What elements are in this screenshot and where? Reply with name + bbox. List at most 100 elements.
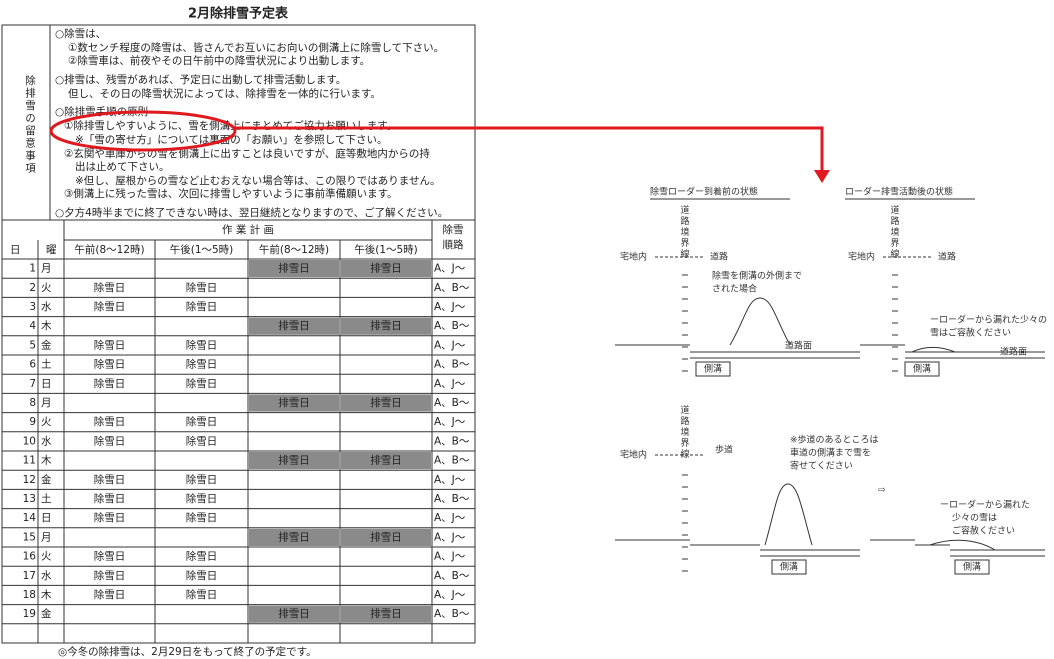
snow-day: 除雪日 — [94, 511, 126, 524]
haul-day: 排雪日 — [370, 454, 402, 467]
snow-day: 除雪日 — [94, 492, 126, 505]
haul-day: 排雪日 — [370, 396, 402, 409]
weekday: 水 — [41, 435, 52, 447]
weekday: 土 — [41, 492, 52, 505]
route: A、J〜 — [434, 589, 466, 601]
day: 4 — [29, 320, 36, 332]
haul-cell — [249, 260, 339, 278]
leftover-note: ーローダーから漏れた — [940, 499, 1030, 511]
day: 3 — [29, 301, 36, 313]
snow-day: 除雪日 — [94, 569, 126, 582]
pointer — [235, 126, 824, 172]
haul-cell — [341, 528, 431, 546]
leftover-note: ご容赦ください — [952, 525, 1015, 537]
snow-remnant — [929, 539, 996, 551]
column-header: 午後(1〜5時) — [354, 243, 418, 256]
weekday: 火 — [41, 551, 52, 563]
haul-cell — [341, 260, 431, 278]
route: A、J〜 — [434, 474, 466, 486]
route: A、B〜 — [434, 493, 470, 505]
snow-day: 除雪日 — [94, 473, 126, 486]
gutter-label: 側溝 — [704, 363, 722, 375]
haul-day: 排雪日 — [278, 262, 310, 275]
footer: ◎今冬の除排雪は、2月29日をもって終了の予定です。 — [58, 645, 317, 658]
haul-day: 排雪日 — [370, 262, 402, 275]
day: 9 — [29, 416, 36, 428]
route: A、B〜 — [434, 455, 470, 467]
boundary-label: 道路境界線 — [679, 404, 690, 460]
sidewalk-note: 車道の側溝まで雪を — [790, 447, 871, 459]
haul-cell — [249, 394, 339, 412]
weekday: 金 — [41, 473, 52, 486]
gutter — [954, 559, 990, 575]
snow-day: 除雪日 — [94, 377, 126, 390]
snow-day: 除雪日 — [186, 569, 218, 582]
haul-day: 排雪日 — [278, 454, 310, 467]
snow-day: 除雪日 — [94, 550, 126, 563]
weekday: 月 — [41, 397, 52, 409]
weekday: 火 — [41, 416, 52, 428]
route: A、B〜 — [434, 282, 470, 294]
snow-day: 除雪日 — [186, 377, 218, 390]
day: 15 — [23, 531, 36, 543]
note-line: ※「雪の寄せ方」については裏面の「お願い」を参照して下さい。 — [75, 133, 387, 146]
plan-header: 作 業 計 画 — [222, 223, 274, 236]
haul-cell — [341, 605, 431, 623]
lot-label: 宅地内 — [620, 251, 647, 263]
weekday: 月 — [41, 531, 52, 543]
column-header: 午後(1〜5時) — [170, 243, 234, 256]
gutter-label: 側溝 — [913, 363, 931, 375]
note-line: 出は止めて下さい。 — [75, 160, 170, 173]
note-line: ③側溝上に残った雪は、次回に排雪しやすいように事前準備願います。 — [64, 187, 398, 200]
route: A、B〜 — [434, 570, 470, 582]
lot-label: 宅地内 — [848, 251, 875, 263]
snow-day: 除雪日 — [186, 300, 218, 313]
snow-day: 除雪日 — [186, 415, 218, 428]
haul-cell — [249, 317, 339, 335]
day: 7 — [29, 378, 36, 390]
day: 19 — [23, 608, 36, 620]
note-line: 但し、その日の降雪状況によっては、除排雪を一体的に行います。 — [68, 87, 381, 100]
route: A、J〜 — [434, 339, 466, 351]
weekday: 金 — [41, 338, 52, 351]
route: A、J〜 — [434, 512, 466, 524]
route: A、J〜 — [434, 416, 466, 428]
snow-day: 除雪日 — [186, 281, 218, 294]
haul-cell — [341, 317, 431, 335]
note-line: ○除雪は、 — [55, 27, 106, 40]
day: 13 — [23, 493, 36, 505]
sidewalk-note: 寄せてください — [790, 460, 853, 472]
note-line: ①数センチ程度の降雪は、皆さんでお互いにお向いの側溝上に除雪して下さい。 — [68, 41, 444, 54]
route: A、J〜 — [434, 263, 466, 275]
haul-cell — [249, 452, 339, 470]
sidewalk-label: 歩道 — [715, 444, 733, 456]
next-arrow: ⇨ — [878, 486, 886, 496]
haul-cell — [249, 605, 339, 623]
note-line: ○夕方4時半までに終了できない時は、翌日継続となりますので、ご了解ください。 — [55, 206, 448, 219]
snow-day: 除雪日 — [94, 300, 126, 313]
snow-day: 除雪日 — [94, 281, 126, 294]
haul-day: 排雪日 — [278, 607, 310, 620]
snow-day: 除雪日 — [186, 434, 218, 447]
route: A、B〜 — [434, 320, 470, 332]
day: 16 — [23, 551, 37, 563]
gutter — [771, 559, 807, 575]
haul-day: 排雪日 — [278, 530, 310, 543]
snow-day: 除雪日 — [94, 338, 126, 351]
haul-cell — [341, 452, 431, 470]
route: A、B〜 — [434, 435, 470, 447]
road-label: 道路 — [938, 251, 956, 263]
day: 18 — [23, 589, 36, 601]
weekday: 土 — [41, 358, 52, 371]
road-label: 道路 — [710, 251, 728, 263]
day: 17 — [23, 570, 36, 582]
day: 5 — [29, 339, 36, 351]
haul-cell — [249, 528, 339, 546]
column-header: 午前(8〜12時) — [74, 243, 144, 256]
haul-cell — [341, 394, 431, 412]
note-line: ②除雪車は、前夜やその日午前中の降雪状況により出動します。 — [68, 54, 370, 67]
snow-day: 除雪日 — [186, 492, 218, 505]
haul-day: 排雪日 — [370, 319, 402, 332]
